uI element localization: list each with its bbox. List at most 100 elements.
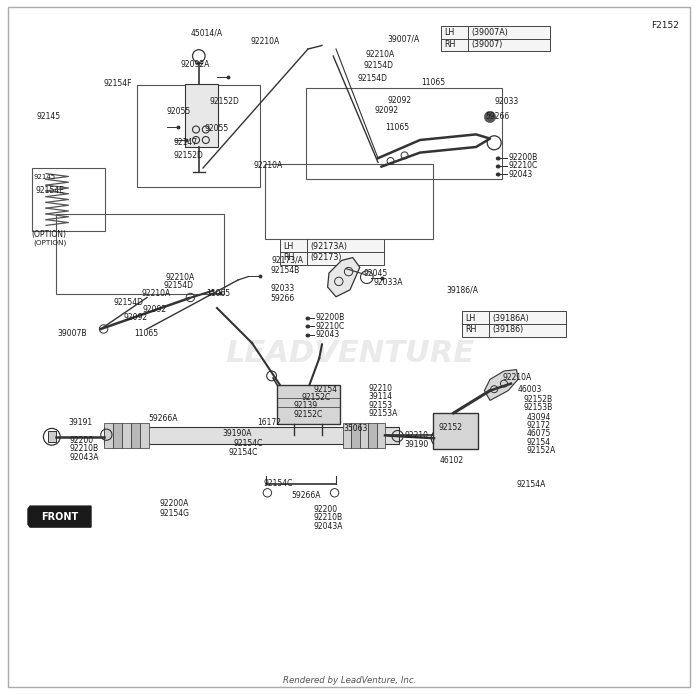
Text: 59266A: 59266A [148, 414, 178, 423]
Text: 92145: 92145 [36, 112, 60, 120]
Text: 92153: 92153 [368, 401, 392, 410]
Bar [113, 423, 122, 448]
Text: 59266: 59266 [270, 294, 295, 302]
Text: 92210C: 92210C [315, 322, 344, 330]
Text: 92154D: 92154D [164, 281, 194, 290]
Bar [122, 423, 131, 448]
Bar [351, 423, 360, 448]
Text: 92210A: 92210A [253, 161, 283, 169]
Bar [280, 239, 384, 265]
Text: 45014/A: 45014/A [190, 29, 223, 37]
Text: RH: RH [465, 326, 476, 335]
Text: 92200: 92200 [314, 505, 337, 514]
Text: 92152D: 92152D [210, 97, 240, 106]
Text: LH: LH [283, 241, 293, 251]
Text: 39186/A: 39186/A [447, 286, 479, 294]
Text: 92154C: 92154C [228, 448, 258, 456]
Bar [277, 385, 340, 424]
Text: (39007A): (39007A) [472, 28, 509, 37]
Text: 39191: 39191 [69, 418, 92, 426]
Text: FRONT: FRONT [41, 512, 79, 522]
Text: 59266: 59266 [486, 112, 510, 120]
Text: 92154D: 92154D [364, 62, 394, 70]
Text: 92210C: 92210C [508, 162, 538, 170]
Text: Rendered by LeadVenture, Inc.: Rendered by LeadVenture, Inc. [284, 676, 416, 685]
Text: F2152: F2152 [651, 21, 679, 30]
Polygon shape [328, 258, 360, 297]
Text: 92153A: 92153A [368, 410, 398, 418]
Bar [462, 312, 566, 337]
Text: 92172: 92172 [526, 421, 550, 430]
Text: 92033: 92033 [494, 97, 519, 106]
Text: 92154C: 92154C [263, 479, 293, 487]
Text: 92154F: 92154F [104, 80, 132, 88]
Text: 92200: 92200 [70, 436, 94, 445]
Text: 92152: 92152 [438, 423, 462, 431]
Text: 39190A: 39190A [223, 430, 252, 438]
Text: LH: LH [444, 28, 454, 37]
Text: 92210A: 92210A [141, 290, 171, 298]
Text: 92043: 92043 [508, 170, 533, 178]
Polygon shape [28, 506, 91, 527]
Bar [140, 423, 149, 448]
Bar [56, 214, 224, 294]
Circle shape [484, 111, 496, 122]
Text: (39007): (39007) [472, 40, 503, 49]
Text: RH: RH [444, 40, 455, 49]
Text: 92152D: 92152D [174, 151, 204, 160]
Bar [48, 431, 56, 442]
Bar [32, 168, 105, 231]
Text: (92173): (92173) [311, 253, 342, 262]
Text: 92210B: 92210B [314, 514, 343, 522]
Text: 92200B: 92200B [508, 153, 538, 162]
Text: 92200B: 92200B [315, 314, 344, 322]
Text: 92043: 92043 [315, 330, 340, 339]
Text: 11065: 11065 [421, 78, 445, 87]
Text: 92173/A: 92173/A [272, 256, 304, 265]
Text: 92210A: 92210A [165, 273, 195, 281]
Text: 92153B: 92153B [524, 403, 553, 412]
Text: 92055: 92055 [167, 108, 191, 116]
Bar [360, 423, 368, 448]
Text: 92152A: 92152A [526, 447, 556, 455]
Text: 92154G: 92154G [160, 510, 190, 518]
Bar [377, 423, 385, 448]
Bar [343, 423, 351, 448]
Text: LEADVENTURE: LEADVENTURE [225, 339, 475, 368]
Text: (39186A): (39186A) [493, 314, 530, 323]
Text: 46003: 46003 [518, 385, 542, 393]
Polygon shape [484, 370, 518, 400]
Bar [265, 164, 433, 239]
Bar [368, 423, 377, 448]
Text: 92152C: 92152C [294, 410, 323, 419]
Text: 92154A: 92154A [517, 480, 546, 489]
Text: RH: RH [283, 253, 294, 262]
Text: 11065: 11065 [134, 329, 158, 337]
Text: 92200A: 92200A [160, 500, 189, 508]
Text: 92145: 92145 [34, 174, 56, 181]
Text: (OPTION): (OPTION) [34, 239, 66, 246]
Text: 39190: 39190 [405, 440, 429, 449]
Text: 92210A: 92210A [251, 38, 280, 46]
Text: 92043A: 92043A [70, 453, 99, 461]
Text: 92210A: 92210A [365, 50, 395, 59]
Text: 43094: 43094 [526, 413, 551, 421]
Text: 92154D: 92154D [357, 74, 387, 83]
Text: 92152B: 92152B [524, 395, 553, 403]
Text: 92154E: 92154E [35, 186, 64, 195]
Bar [137, 85, 260, 187]
Text: 92154B: 92154B [270, 266, 300, 274]
Text: 92154C: 92154C [234, 440, 263, 448]
Text: (OPTION): (OPTION) [32, 230, 66, 239]
Text: (92173A): (92173A) [311, 241, 348, 251]
Text: 92092: 92092 [123, 314, 147, 322]
Text: 35063: 35063 [343, 424, 368, 433]
Text: 16172: 16172 [258, 419, 281, 427]
Bar [306, 88, 502, 178]
Bar [185, 84, 218, 147]
Bar [441, 26, 550, 51]
Text: 92154: 92154 [314, 385, 337, 393]
Text: 46075: 46075 [526, 430, 551, 438]
Text: LH: LH [465, 314, 475, 323]
Text: 92033A: 92033A [374, 279, 403, 287]
